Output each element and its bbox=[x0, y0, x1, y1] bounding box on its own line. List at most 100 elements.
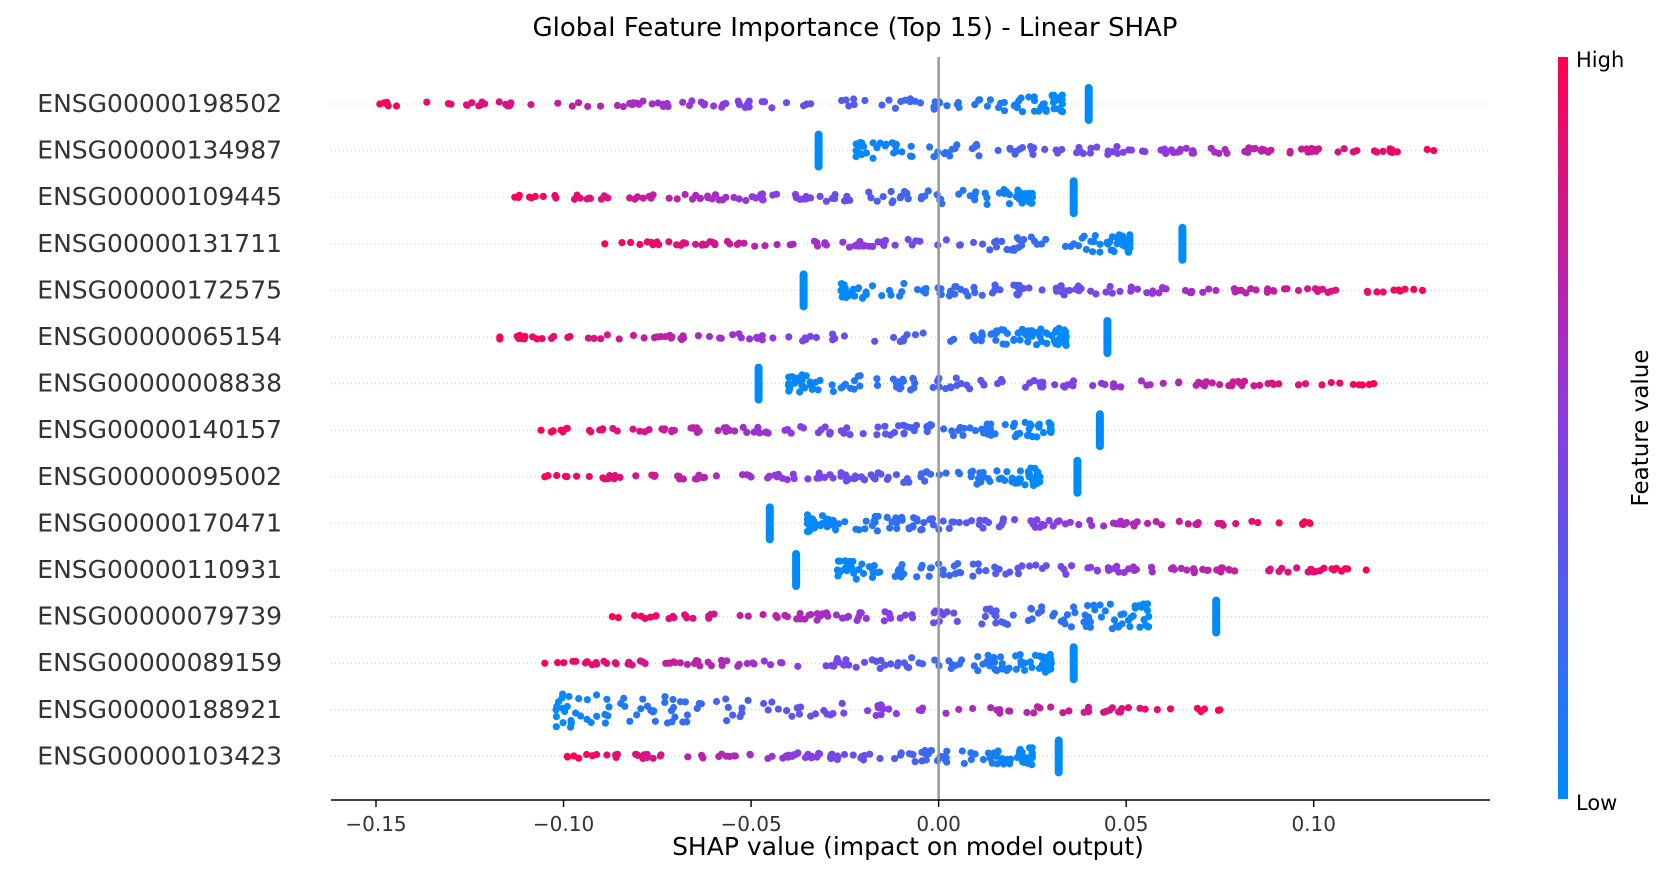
shap-point bbox=[1070, 603, 1078, 611]
shap-point bbox=[626, 194, 634, 202]
shap-point bbox=[1061, 287, 1070, 295]
shap-point bbox=[865, 188, 873, 196]
shap-point bbox=[987, 704, 995, 712]
shap-point bbox=[842, 96, 850, 104]
shap-point bbox=[814, 386, 822, 394]
shap-point bbox=[1013, 290, 1021, 298]
feature-label: ENSG00000134987 bbox=[37, 136, 282, 165]
shap-point bbox=[772, 190, 781, 198]
shap-point bbox=[1027, 517, 1035, 525]
shap-point bbox=[383, 98, 391, 106]
shap-point bbox=[815, 469, 823, 477]
shap-point bbox=[880, 617, 888, 625]
shap-point bbox=[1021, 383, 1030, 391]
shap-point bbox=[853, 473, 861, 481]
shap-point bbox=[561, 707, 569, 716]
shap-point bbox=[596, 102, 605, 110]
shap-point bbox=[1127, 613, 1135, 622]
shap-point bbox=[909, 375, 917, 383]
shap-point bbox=[893, 524, 901, 533]
shap-point bbox=[760, 699, 768, 708]
shap-point bbox=[796, 388, 804, 396]
shap-point bbox=[612, 660, 620, 668]
shap-point bbox=[852, 663, 860, 671]
shap-point bbox=[1275, 380, 1283, 388]
shap-point bbox=[704, 194, 712, 202]
shap-point bbox=[1124, 565, 1133, 573]
shap-point bbox=[761, 242, 769, 250]
shap-point bbox=[581, 659, 590, 667]
shap-point bbox=[670, 426, 679, 434]
feature-label: ENSG00000065154 bbox=[37, 322, 282, 351]
shap-point bbox=[1252, 286, 1260, 294]
shap-point bbox=[1362, 566, 1370, 574]
shap-point bbox=[1087, 563, 1095, 571]
shap-point bbox=[1327, 379, 1335, 387]
shap-point bbox=[799, 424, 808, 432]
shap-point bbox=[800, 384, 809, 392]
shap-point bbox=[639, 194, 647, 202]
shap-point bbox=[1188, 287, 1196, 295]
shap-point bbox=[918, 561, 926, 569]
shap-point bbox=[734, 662, 742, 670]
shap-point bbox=[729, 711, 737, 719]
shap-point bbox=[954, 98, 963, 107]
shap-point bbox=[954, 468, 963, 476]
shap-point bbox=[1052, 95, 1061, 103]
shap-point bbox=[711, 241, 719, 249]
shap-point bbox=[1147, 563, 1156, 571]
shap-point bbox=[849, 751, 857, 759]
shap-point bbox=[1234, 377, 1242, 386]
shap-point bbox=[948, 427, 956, 435]
shap-point bbox=[850, 377, 859, 385]
shap-point bbox=[1014, 188, 1023, 196]
shap-point bbox=[723, 657, 731, 665]
shap-point bbox=[1082, 622, 1090, 631]
shap-point bbox=[1330, 566, 1338, 574]
shap-point bbox=[955, 660, 964, 668]
shap-point bbox=[810, 237, 819, 245]
shap-point bbox=[1075, 521, 1083, 529]
shap-point bbox=[931, 656, 939, 664]
shap-point bbox=[978, 291, 986, 299]
shap-point bbox=[1312, 147, 1320, 155]
shap-point bbox=[1026, 562, 1034, 570]
shap-point bbox=[1011, 150, 1019, 158]
shap-point bbox=[893, 662, 902, 670]
shap-point bbox=[683, 711, 692, 719]
shap-point bbox=[971, 427, 980, 435]
shap-point bbox=[821, 240, 829, 248]
shap-point bbox=[749, 659, 757, 667]
shap-point bbox=[906, 95, 914, 103]
shap-point bbox=[975, 335, 983, 343]
shap-point bbox=[975, 567, 983, 575]
shap-point bbox=[1041, 145, 1049, 153]
shap-point bbox=[1030, 93, 1038, 101]
x-tick-label: 0.00 bbox=[916, 812, 961, 836]
shap-point bbox=[884, 473, 892, 481]
shap-point bbox=[1261, 146, 1269, 154]
shap-point bbox=[1003, 468, 1011, 476]
shap-point bbox=[974, 560, 982, 568]
shap-point bbox=[962, 519, 971, 527]
shap-point bbox=[731, 752, 740, 760]
shap-point bbox=[575, 695, 583, 703]
shap-point bbox=[1108, 625, 1116, 633]
shap-point bbox=[1410, 285, 1418, 293]
shap-point bbox=[992, 336, 1000, 344]
shap-point bbox=[1057, 337, 1065, 345]
shap-point bbox=[583, 696, 591, 704]
shap-point bbox=[574, 99, 583, 107]
constant-value-marker bbox=[1073, 456, 1082, 497]
shap-point bbox=[898, 516, 906, 524]
shap-point bbox=[1349, 380, 1357, 389]
shap-point bbox=[585, 472, 593, 481]
shap-point bbox=[628, 101, 637, 109]
shap-point bbox=[605, 703, 613, 711]
shap-point bbox=[973, 142, 981, 150]
constant-value-marker bbox=[754, 363, 763, 404]
shap-point bbox=[812, 333, 821, 342]
shap-point bbox=[939, 517, 947, 525]
shap-point bbox=[1093, 567, 1101, 575]
shap-point bbox=[768, 698, 776, 706]
